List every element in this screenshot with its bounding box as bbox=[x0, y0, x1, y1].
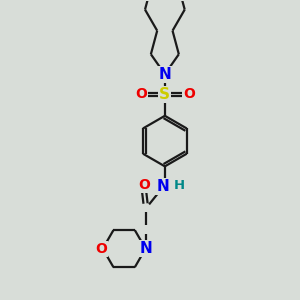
Text: S: S bbox=[159, 87, 170, 102]
Text: N: N bbox=[158, 67, 171, 82]
Text: N: N bbox=[156, 179, 169, 194]
Text: N: N bbox=[139, 241, 152, 256]
Text: O: O bbox=[138, 178, 150, 192]
Text: O: O bbox=[183, 87, 195, 101]
Text: N: N bbox=[139, 241, 152, 256]
Text: O: O bbox=[135, 87, 147, 101]
Text: O: O bbox=[95, 242, 107, 256]
Text: H: H bbox=[174, 179, 185, 193]
